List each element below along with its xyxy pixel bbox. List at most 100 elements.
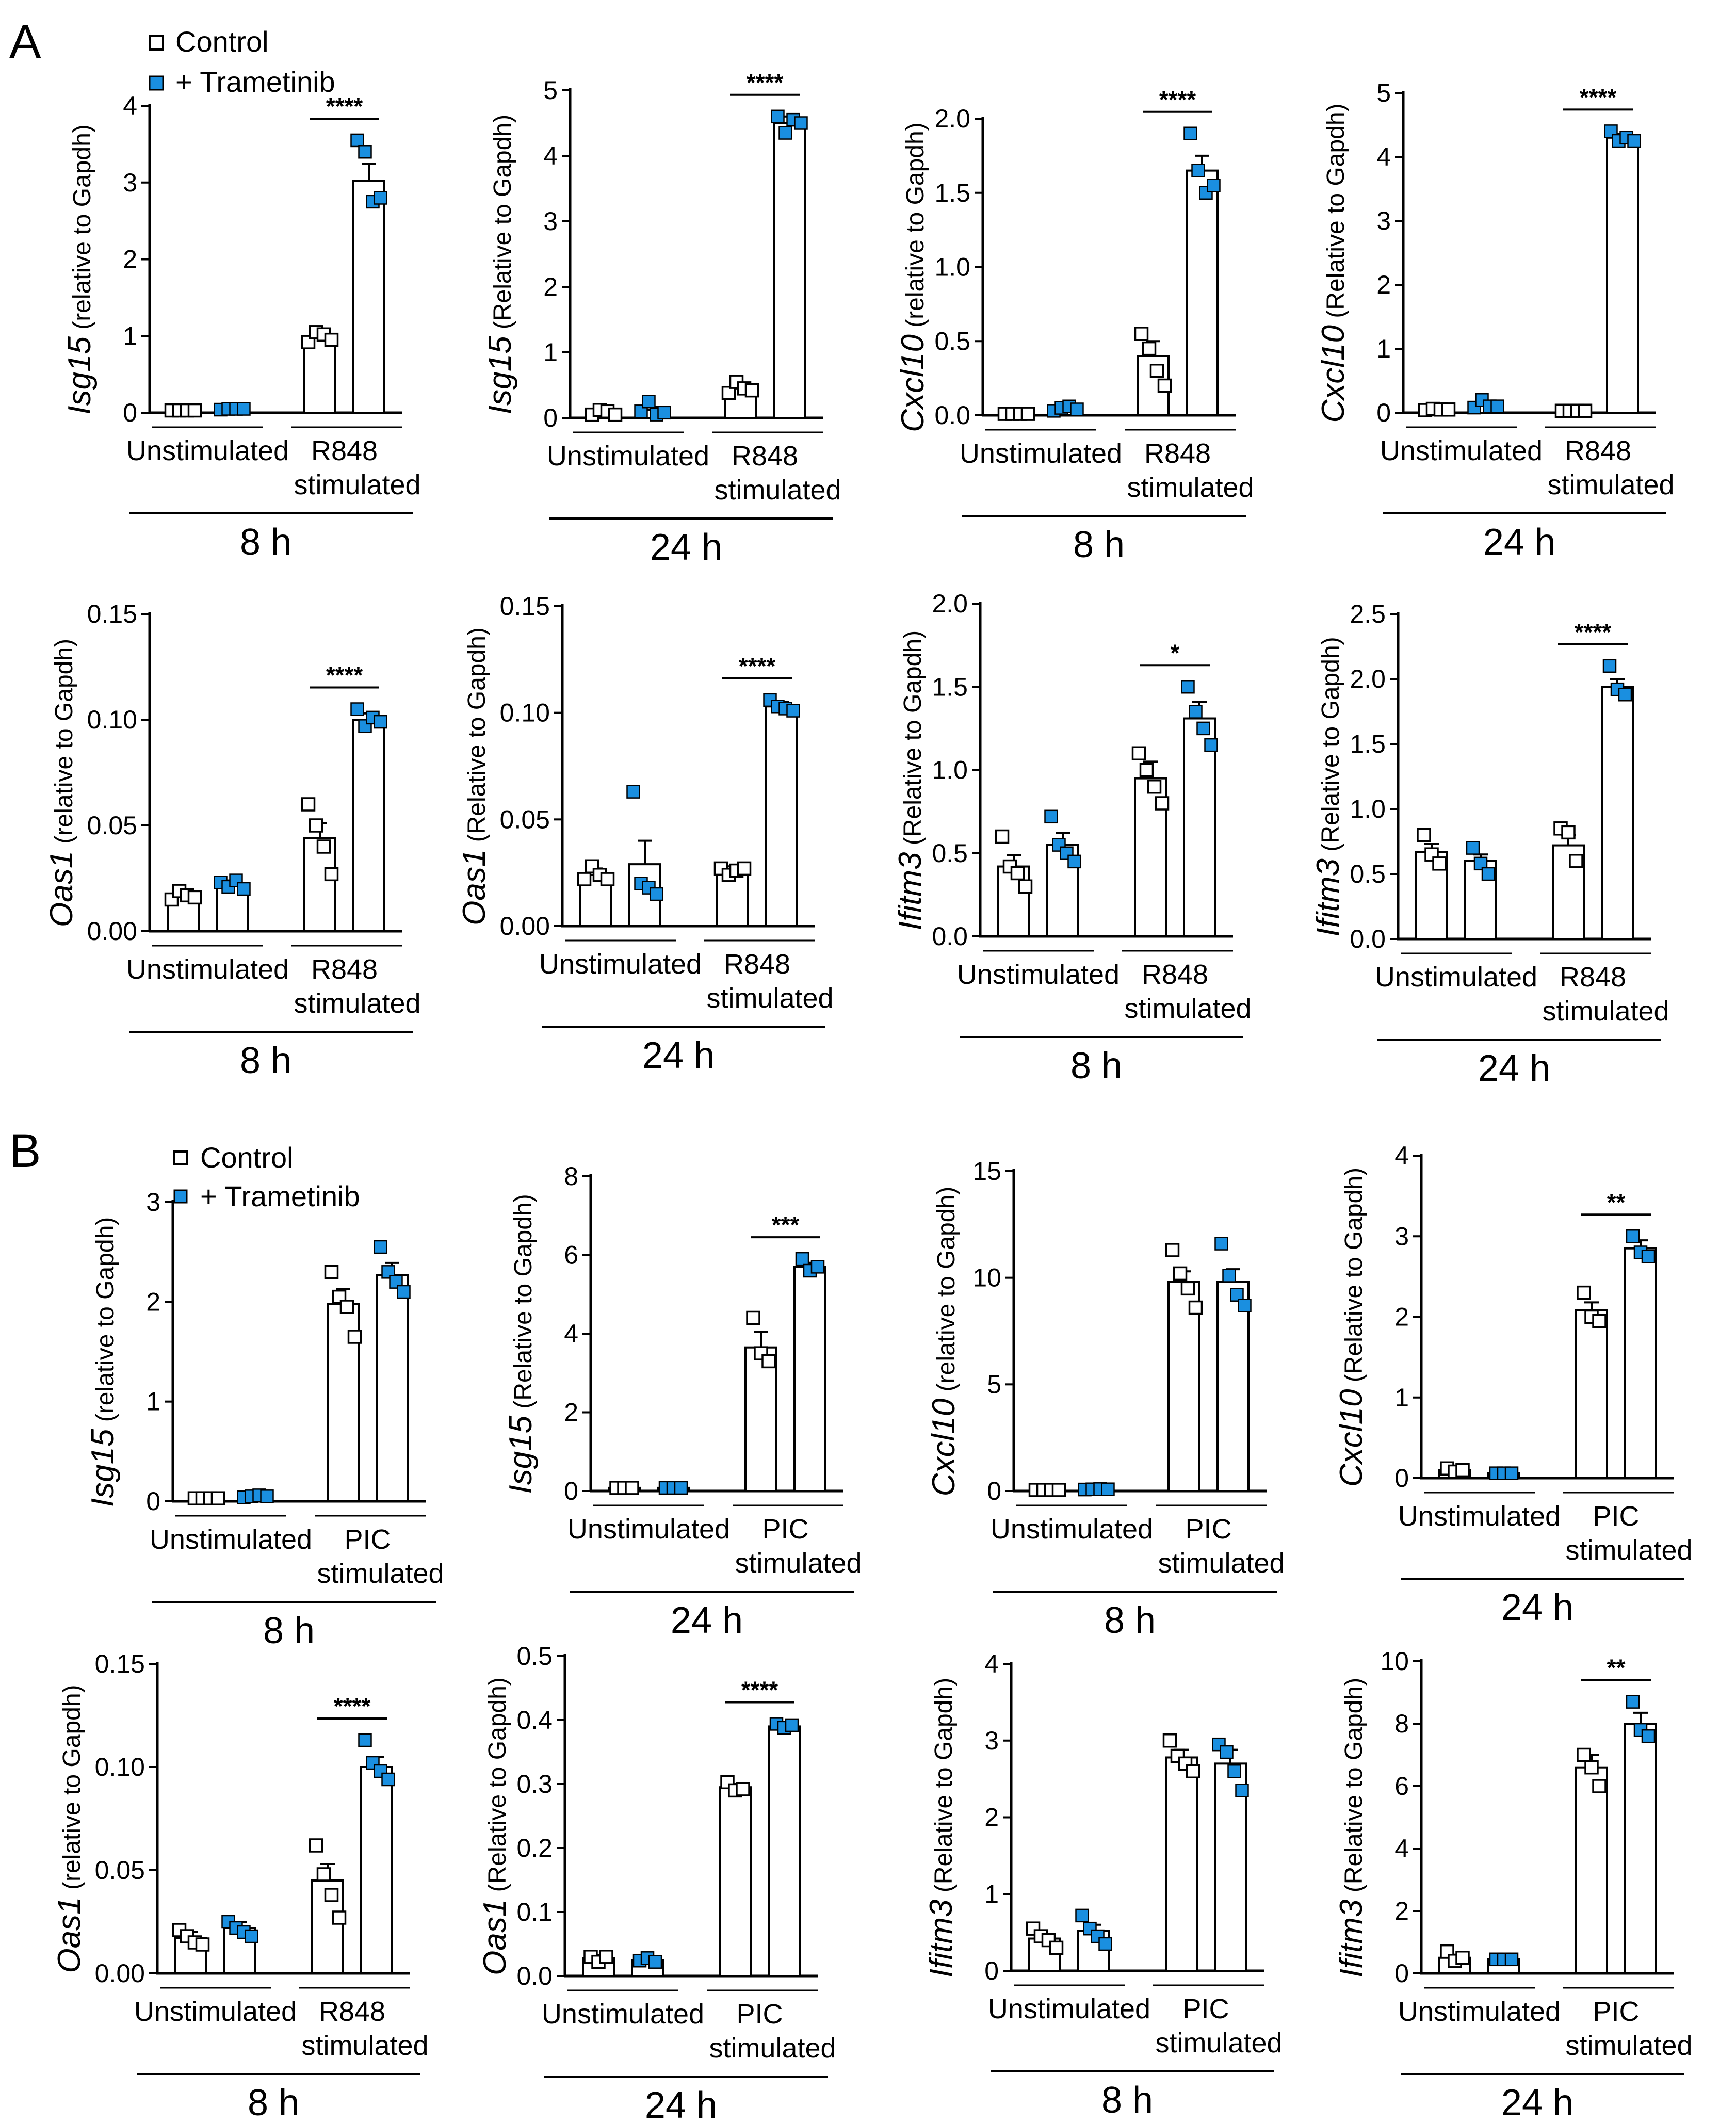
bar (1606, 136, 1639, 414)
data-point (245, 1929, 258, 1943)
data-point (309, 1838, 323, 1853)
category-label: Unstimulated (539, 949, 702, 980)
time-label: 8 h (240, 1040, 291, 1081)
y-tick-label: 0.1 (516, 1898, 553, 1926)
y-tick-label: 1 (1376, 334, 1391, 363)
y-tick-label: 0 (146, 1487, 160, 1516)
y-axis-label: Cxcl10 (Relative to Gapdh) (1334, 1168, 1369, 1487)
y-tick-label: 1.0 (932, 756, 968, 785)
data-point (1432, 856, 1447, 871)
legend-b-trametinib-label: + Trametinib (200, 1180, 360, 1212)
data-point (260, 1489, 274, 1503)
category-label: R848 (1565, 435, 1631, 466)
data-point (1578, 403, 1593, 418)
y-tick-label: 3 (543, 207, 558, 236)
data-point (1440, 1944, 1454, 1959)
y-tick-label: 0.5 (934, 327, 970, 355)
y-axis-label-gene: Isg15 (482, 336, 518, 414)
bar (1575, 1309, 1608, 1479)
y-axis-label-suffix: (relative to Gapdh) (92, 1217, 119, 1429)
data-point (1504, 1466, 1519, 1480)
y-tick-label: 2 (984, 1803, 999, 1832)
y-axis-label-gene: Oas1 (52, 1897, 87, 1973)
category-label: stimulated (294, 988, 420, 1019)
category-label: PIC (1593, 1996, 1639, 2027)
y-axis-label-gene: Isg15 (85, 1429, 121, 1507)
significance-label: **** (1580, 84, 1617, 110)
y-axis-label: Ifitm3 (Relative to Gapdh) (1334, 1678, 1369, 1978)
data-point (786, 704, 800, 718)
data-point (995, 829, 1010, 844)
time-label: 8 h (1104, 1600, 1156, 1641)
data-point (324, 867, 339, 882)
y-tick-label: 5 (987, 1370, 1001, 1399)
bar (352, 719, 385, 932)
y-tick-label: 6 (1394, 1772, 1409, 1801)
category-label: Unstimulated (150, 1524, 312, 1555)
data-point (736, 1782, 750, 1796)
data-point (1204, 738, 1218, 752)
time-label: 24 h (1483, 522, 1555, 563)
legend-a-control-label: Control (175, 25, 269, 58)
chart-10: 0 2 4 6 8 Isg15 (Relative to Gapdh) *** Unstimu… (503, 1162, 862, 1641)
chart-1: 0 1 2 3 4 Isg15 (relative to Gapdh) **** Unstim… (62, 91, 421, 563)
y-axis-label: Isg15 (Relative to Gapdh) (503, 1194, 539, 1494)
data-point (1227, 1764, 1241, 1778)
data-point (1188, 1300, 1203, 1315)
data-point (746, 1310, 760, 1325)
data-point (1044, 809, 1058, 824)
y-axis-label: Cxcl10 (relative to Gapdh) (895, 122, 931, 432)
data-point (389, 1275, 403, 1289)
data-point (1481, 867, 1496, 881)
y-tick-label: 0.00 (87, 917, 137, 946)
data-point (650, 887, 663, 901)
category-label: stimulated (1565, 1535, 1692, 1566)
y-tick-label: 0.0 (516, 1962, 553, 1990)
data-point (350, 133, 364, 148)
category-label: stimulated (706, 983, 833, 1014)
category-label: Unstimulated (134, 1996, 297, 2027)
data-point (210, 1491, 225, 1505)
data-point (642, 395, 656, 409)
y-tick-label: 2 (564, 1398, 578, 1427)
y-tick-label: 0.5 (1350, 860, 1386, 888)
data-point (374, 191, 387, 205)
y-axis-label-suffix: (Relative to Gapdh) (1317, 637, 1344, 858)
category-label: R848 (1144, 438, 1211, 469)
y-tick-label: 0.15 (87, 599, 137, 628)
data-point (1569, 854, 1583, 868)
y-tick-label: 0.05 (500, 805, 550, 834)
significance-label: *** (772, 1211, 800, 1238)
data-point (1142, 341, 1157, 356)
y-tick-label: 4 (1394, 1834, 1409, 1863)
y-tick-label: 8 (1394, 1709, 1409, 1738)
category-label: stimulated (709, 2033, 836, 2064)
data-point (324, 332, 339, 347)
bar (744, 1346, 777, 1492)
y-axis-label: Isg15 (Relative to Gapdh) (482, 115, 518, 414)
category-label: Unstimulated (126, 954, 289, 985)
y-tick-label: 0 (123, 398, 137, 427)
data-point (339, 1300, 354, 1314)
data-point (301, 335, 316, 349)
category-label: stimulated (1155, 2028, 1282, 2059)
bar (1167, 1281, 1200, 1493)
y-tick-label: 1 (984, 1879, 999, 1908)
y-axis-label-gene: Cxcl10 (1316, 325, 1351, 423)
data-point (1592, 1314, 1607, 1328)
data-point (1626, 1695, 1640, 1709)
y-axis-label: Oas1 (relative to Gapdh) (52, 1684, 87, 1973)
y-axis-label-gene: Cxcl10 (926, 1399, 962, 1497)
panel-label-a: A (9, 15, 41, 68)
data-point (625, 1481, 639, 1495)
y-tick-label: 3 (123, 168, 137, 197)
y-axis-label-suffix: (Relative to Gapdh) (463, 627, 491, 849)
time-label: 24 h (645, 2085, 717, 2123)
category-label: R848 (724, 949, 790, 980)
data-point (1180, 1281, 1195, 1296)
y-tick-label: 15 (972, 1157, 1001, 1186)
data-point (1627, 134, 1641, 148)
data-point (1070, 402, 1084, 416)
category-label: PIC (762, 1514, 808, 1545)
